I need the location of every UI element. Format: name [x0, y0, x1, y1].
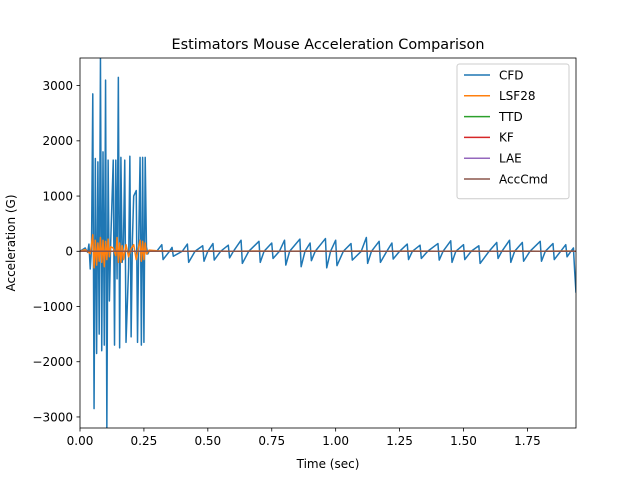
y-axis-label: Acceleration (G): [4, 194, 18, 291]
y-tick-label: −3000: [32, 410, 73, 424]
x-tick-label: 0.75: [258, 434, 285, 448]
x-tick-label: 1.75: [514, 434, 541, 448]
y-tick-label: −1000: [32, 300, 73, 314]
y-tick-label: 2000: [42, 134, 73, 148]
chart-title: Estimators Mouse Acceleration Comparison: [172, 37, 485, 53]
x-tick-label: 0.50: [194, 434, 221, 448]
y-tick-label: −2000: [32, 355, 73, 369]
axes-layer: 0.00 0.25 0.50 0.75 1.00 1.25 1.50 1.75 −3000 −20…: [32, 57, 577, 448]
legend: CFD LSF28 TTD KF LAE AccCmd: [456, 63, 570, 200]
legend-label-lsf28: LSF28: [499, 89, 535, 103]
x-tick-label: 1.50: [450, 434, 477, 448]
y-tick-label: 3000: [42, 79, 73, 93]
x-axis-label: Time (sec): [296, 457, 360, 471]
legend-label-acccmd: AccCmd: [499, 172, 548, 186]
x-tick-label: 1.25: [386, 434, 413, 448]
legend-label-lae: LAE: [499, 152, 522, 166]
legend-label-ttd: TTD: [498, 110, 523, 124]
x-tick-label: 0.00: [67, 434, 94, 448]
x-tick-label: 0.25: [131, 434, 158, 448]
legend-box: [456, 63, 570, 200]
plot-frame: [79, 57, 577, 429]
y-tick-label: 0: [65, 245, 73, 259]
series-layer: [80, 58, 576, 428]
y-tick-label: 1000: [42, 189, 73, 203]
legend-label-cfd: CFD: [499, 68, 524, 82]
legend-label-kf: KF: [499, 131, 514, 145]
x-tick-label: 1.00: [322, 434, 349, 448]
